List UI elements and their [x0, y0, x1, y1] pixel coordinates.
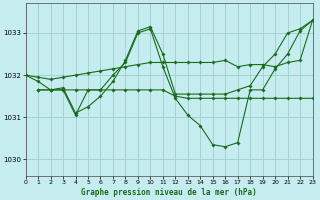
X-axis label: Graphe pression niveau de la mer (hPa): Graphe pression niveau de la mer (hPa) [81, 188, 257, 197]
